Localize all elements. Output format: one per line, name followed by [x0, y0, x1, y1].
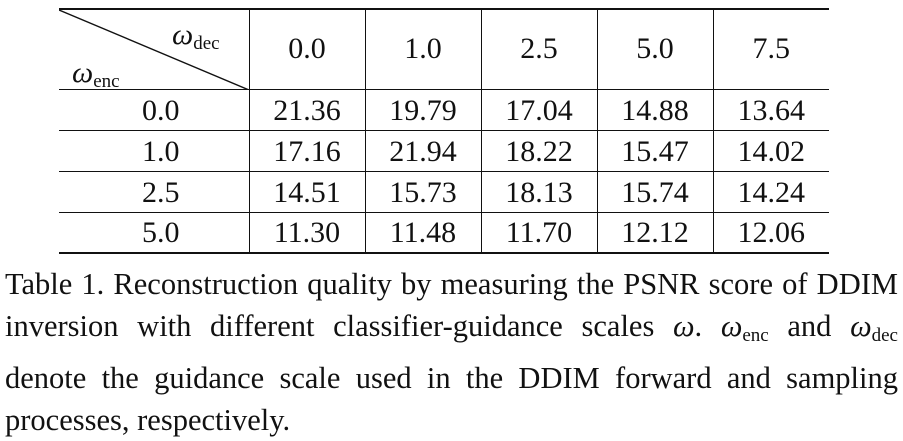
row-header: 2.5 — [59, 170, 249, 212]
col-header: 5.0 — [596, 8, 713, 89]
value-cell: 11.70 — [480, 211, 597, 254]
value-cell: 18.22 — [480, 129, 597, 171]
value-cell: 15.74 — [596, 170, 713, 212]
value-cell: 13.64 — [712, 88, 829, 130]
col-header: 7.5 — [712, 8, 829, 89]
value-cell: 17.04 — [480, 88, 597, 130]
omega-dec-label: ωdec — [172, 18, 220, 54]
value-cell: 14.02 — [712, 129, 829, 171]
omega-enc-label: ωenc — [72, 56, 120, 90]
value-cell: 12.06 — [712, 211, 829, 254]
col-header: 1.0 — [364, 8, 481, 89]
best-value-cell: 21.94 — [364, 129, 481, 171]
value-cell: 14.24 — [712, 170, 829, 212]
results-table: ωdec ωenc 0.0 1.0 2.5 5.0 7.5 0.0 21.36 19… — [59, 8, 829, 254]
value-cell: 11.30 — [248, 211, 365, 254]
col-header: 2.5 — [480, 8, 597, 89]
diagonal-divider — [59, 11, 249, 89]
table-caption: Table 1. Reconstruction quality by measu… — [5, 267, 898, 437]
value-cell: 14.51 — [248, 170, 365, 212]
table-row: 0.0 21.36 19.79 17.04 14.88 13.64 — [59, 88, 829, 130]
value-cell: 17.16 — [248, 129, 365, 171]
best-value-cell: 12.12 — [596, 211, 713, 254]
results-table-container: ωdec ωenc 0.0 1.0 2.5 5.0 7.5 0.0 21.36 19… — [59, 8, 829, 254]
best-value-cell: 21.36 — [248, 88, 365, 130]
diagonal-header-cell: ωdec ωenc — [59, 8, 249, 90]
col-header: 0.0 — [248, 8, 365, 89]
value-cell: 11.48 — [364, 211, 481, 254]
value-cell: 14.88 — [596, 88, 713, 130]
row-header: 5.0 — [59, 211, 249, 254]
table-row: 1.0 17.16 21.94 18.22 15.47 14.02 — [59, 129, 829, 171]
row-header: 1.0 — [59, 129, 249, 171]
value-cell: 19.79 — [364, 88, 481, 130]
table-row: 5.0 11.30 11.48 11.70 12.12 12.06 — [59, 211, 829, 254]
table-row: 2.5 14.51 15.73 18.13 15.74 14.24 — [59, 170, 829, 212]
value-cell: 15.47 — [596, 129, 713, 171]
row-header: 0.0 — [59, 88, 249, 130]
best-value-cell: 18.13 — [480, 170, 597, 212]
header-row: ωdec ωenc 0.0 1.0 2.5 5.0 7.5 — [59, 8, 829, 90]
value-cell: 15.73 — [364, 170, 481, 212]
